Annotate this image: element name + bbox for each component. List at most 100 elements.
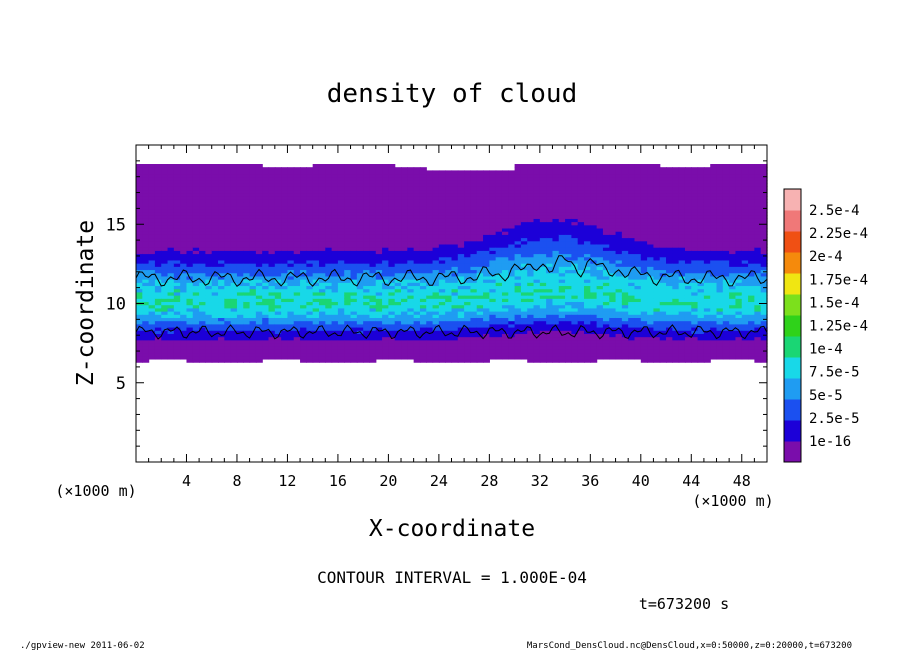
density-cell <box>337 224 345 229</box>
density-cell <box>438 205 446 210</box>
density-cell <box>136 307 143 312</box>
density-cell <box>602 317 610 322</box>
density-cell <box>318 339 326 344</box>
density-cell <box>318 189 326 194</box>
density-cell <box>230 211 238 216</box>
density-cell <box>211 304 219 309</box>
density-cell <box>205 247 213 251</box>
density-cell <box>218 250 225 255</box>
density-cell <box>527 231 535 235</box>
density-cell <box>154 301 162 306</box>
density-cell <box>325 183 333 187</box>
density-cell <box>558 170 566 175</box>
density-cell <box>186 247 194 251</box>
density-cell <box>318 333 326 338</box>
density-cell <box>205 234 213 239</box>
density-cell <box>565 298 572 303</box>
density-cell <box>268 269 276 274</box>
density-cell <box>312 164 320 168</box>
density-cell <box>470 279 478 283</box>
density-cell <box>394 231 402 235</box>
density-cell <box>533 282 541 287</box>
density-cell <box>501 227 509 232</box>
density-cell <box>382 301 389 306</box>
density-cell <box>640 288 648 293</box>
density-cell <box>274 179 282 184</box>
density-cell <box>628 247 636 251</box>
density-cell <box>382 279 389 283</box>
density-cell <box>287 215 295 219</box>
density-cell <box>432 192 440 197</box>
density-cell <box>186 298 194 303</box>
density-cell <box>293 231 301 235</box>
density-cell <box>224 298 232 303</box>
density-cell <box>356 202 364 207</box>
density-cell <box>375 237 383 242</box>
density-cell <box>186 195 194 200</box>
density-cell <box>148 314 156 318</box>
density-cell <box>426 320 434 325</box>
density-cell <box>464 358 472 363</box>
density-cell <box>552 307 560 312</box>
density-cell <box>331 272 339 277</box>
density-cell <box>413 301 421 306</box>
density-cell <box>451 176 459 181</box>
density-cell <box>262 179 270 184</box>
density-cell <box>318 307 326 312</box>
density-cell <box>470 311 478 315</box>
density-cell <box>388 253 396 258</box>
density-cell <box>426 195 434 200</box>
density-cell <box>609 189 617 194</box>
density-cell <box>584 349 591 354</box>
density-cell <box>520 164 528 168</box>
density-cell <box>350 266 358 271</box>
density-cell <box>262 279 270 283</box>
density-cell <box>331 330 339 334</box>
density-cell <box>520 311 528 315</box>
density-cell <box>167 250 175 255</box>
density-cell <box>136 199 143 203</box>
density-cell <box>369 231 377 235</box>
density-cell <box>312 173 320 178</box>
density-cell <box>483 304 490 309</box>
density-cell <box>363 170 371 175</box>
density-cell <box>199 164 207 168</box>
density-cell <box>413 173 421 178</box>
density-cell <box>596 243 604 248</box>
density-cell <box>186 291 194 296</box>
density-cell <box>382 176 389 181</box>
density-cell <box>363 202 371 207</box>
density-cell <box>413 304 421 309</box>
density-cell <box>445 311 453 315</box>
density-cell <box>432 339 440 344</box>
density-cell <box>394 199 402 203</box>
density-cell <box>621 311 629 315</box>
density-cell <box>337 279 345 283</box>
density-cell <box>571 215 579 219</box>
density-cell <box>401 192 408 197</box>
density-cell <box>312 199 320 203</box>
density-cell <box>236 256 244 261</box>
density-cell <box>199 275 207 280</box>
density-cell <box>243 164 251 168</box>
density-cell <box>483 215 490 219</box>
density-cell <box>407 317 415 322</box>
density-cell <box>590 237 598 242</box>
density-cell <box>167 298 175 303</box>
density-cell <box>218 285 225 290</box>
density-cell <box>192 323 200 328</box>
density-cell <box>419 307 427 312</box>
density-cell <box>451 298 459 303</box>
density-cell <box>136 291 143 296</box>
density-cell <box>136 173 143 178</box>
density-cell <box>483 279 490 283</box>
density-cell <box>495 250 503 255</box>
density-cell <box>609 179 617 184</box>
density-cell <box>211 326 219 331</box>
density-cell <box>501 215 509 219</box>
density-cell <box>432 247 440 251</box>
density-cell <box>262 330 270 334</box>
density-cell <box>470 173 478 178</box>
density-cell <box>306 275 314 280</box>
density-cell <box>318 234 326 239</box>
